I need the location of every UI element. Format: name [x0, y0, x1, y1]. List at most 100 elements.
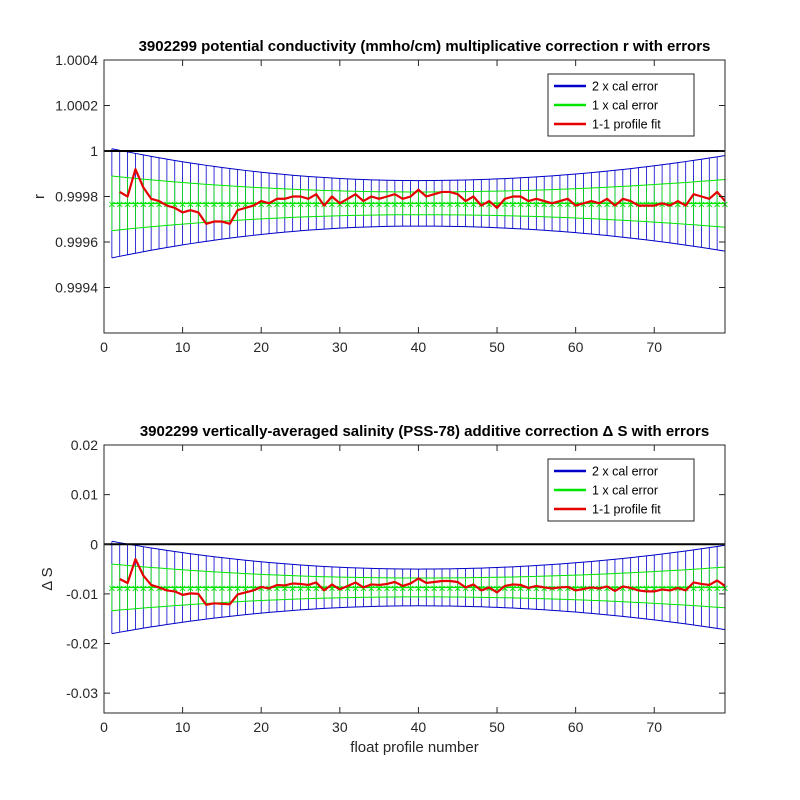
bottom-center-marker: ×	[713, 583, 721, 594]
top-center-marker: ×	[336, 199, 344, 210]
bottom-center-marker: ×	[163, 583, 171, 594]
top-band-1x-upper	[111, 175, 726, 193]
top-y-tick-label: 1	[90, 143, 98, 159]
bottom-center-marker: ×	[194, 583, 202, 594]
bottom-center-marker: ×	[446, 583, 454, 594]
bottom-y-tick-label: 0	[90, 536, 98, 552]
bottom-center-marker: ×	[288, 583, 296, 594]
bottom-center-marker: ×	[202, 583, 210, 594]
top-center-marker: ×	[233, 199, 241, 210]
bottom-center-marker: ×	[399, 583, 407, 594]
bottom-legend-entry-fit-label: 1-1 profile fit	[592, 503, 661, 517]
bottom-center-marker: ×	[650, 583, 658, 594]
top-band-2x-upper	[111, 148, 726, 182]
top-center-marker: ×	[564, 199, 572, 210]
bottom-center-marker: ×	[218, 583, 226, 594]
top-x-tick-label: 10	[175, 339, 191, 355]
bottom-center-marker: ×	[556, 583, 564, 594]
bottom-center-marker: ×	[328, 583, 336, 594]
top-center-marker: ×	[265, 199, 273, 210]
top-center-marker: ×	[399, 199, 407, 210]
bottom-x-axis-label: float profile number	[350, 739, 478, 756]
bottom-center-marker: ×	[296, 583, 304, 594]
top-y-tick-label: 0.9994	[55, 280, 98, 296]
top-center-marker: ×	[446, 199, 454, 210]
top-center-marker: ×	[540, 199, 548, 210]
bottom-band-2x-upper	[111, 540, 726, 570]
bottom-y-tick-label: -0.01	[66, 586, 98, 602]
top-center-marker: ×	[461, 199, 469, 210]
bottom-center-marker: ×	[155, 583, 163, 594]
bottom-chart-title: 3902299 vertically-averaged salinity (PS…	[140, 423, 709, 440]
bottom-center-marker: ×	[304, 583, 312, 594]
bottom-center-marker: ×	[406, 583, 414, 594]
bottom-center-marker: ×	[705, 583, 713, 594]
bottom-center-marker: ×	[619, 583, 627, 594]
top-center-marker: ×	[343, 199, 351, 210]
top-center-marker: ×	[430, 199, 438, 210]
top-profile-fit-line	[119, 168, 726, 225]
bottom-center-marker: ×	[139, 583, 147, 594]
bottom-center-marker: ×	[564, 583, 572, 594]
top-x-tick-label: 40	[411, 339, 427, 355]
top-center-marker: ×	[210, 199, 218, 210]
top-center-marker: ×	[509, 199, 517, 210]
top-center-marker: ×	[501, 199, 509, 210]
top-center-marker: ×	[485, 199, 493, 210]
top-x-tick-label: 0	[100, 339, 108, 355]
bottom-center-marker: ×	[186, 583, 194, 594]
top-center-marker: ×	[367, 199, 375, 210]
bottom-center-marker: ×	[634, 583, 642, 594]
top-center-marker: ×	[383, 199, 391, 210]
top-center-marker: ×	[454, 199, 462, 210]
bottom-center-marker: ×	[210, 583, 218, 594]
top-center-marker: ×	[579, 199, 587, 210]
top-center-marker: ×	[328, 199, 336, 210]
bottom-center-marker: ×	[312, 583, 320, 594]
top-center-marker: ×	[493, 199, 501, 210]
bottom-center-marker: ×	[131, 583, 139, 594]
bottom-center-marker: ×	[485, 583, 493, 594]
bottom-center-marker: ×	[477, 583, 485, 594]
top-band-2x-lower	[111, 225, 726, 259]
bottom-center-marker: ×	[516, 583, 524, 594]
bottom-y-tick-label: -0.02	[66, 636, 98, 652]
top-center-marker: ×	[241, 199, 249, 210]
top-center-marker: ×	[351, 199, 359, 210]
top-legend: 2 x cal error 1 x cal error 1-1 profile fi…	[547, 73, 695, 137]
top-center-marker: ×	[296, 199, 304, 210]
top-center-marker: ×	[257, 199, 265, 210]
top-center-marker: ×	[619, 199, 627, 210]
bottom-x-tick-label: 20	[253, 719, 269, 735]
bottom-center-marker: ×	[375, 583, 383, 594]
top-y-tick-label: 1.0004	[55, 52, 98, 68]
top-center-marker: ×	[603, 199, 611, 210]
top-center-marker: ×	[587, 199, 595, 210]
top-y-tick-label: 0.9996	[55, 234, 98, 250]
top-center-marker: ×	[516, 199, 524, 210]
bottom-center-marker: ×	[611, 583, 619, 594]
bottom-center-marker: ×	[367, 583, 375, 594]
bottom-x-tick-label: 70	[646, 719, 662, 735]
top-center-marker: ×	[108, 199, 116, 210]
bottom-center-marker: ×	[603, 583, 611, 594]
top-center-marker: ×	[312, 199, 320, 210]
top-center-marker: ×	[147, 199, 155, 210]
top-center-marker: ×	[422, 199, 430, 210]
bottom-center-marker: ×	[430, 583, 438, 594]
top-chart-title: 3902299 potential conductivity (mmho/cm)…	[139, 38, 711, 55]
bottom-y-tick-label: 0.02	[71, 437, 98, 453]
top-center-marker: ×	[288, 199, 296, 210]
top-center-marker: ×	[273, 199, 281, 210]
top-center-marker: ×	[391, 199, 399, 210]
top-center-marker: ×	[226, 199, 234, 210]
top-legend-entry-fit-label: 1-1 profile fit	[592, 118, 661, 132]
top-center-marker: ×	[171, 199, 179, 210]
top-center-marker: ×	[595, 199, 603, 210]
bottom-center-marker: ×	[501, 583, 509, 594]
top-center-marker: ×	[626, 199, 634, 210]
bottom-center-marker: ×	[454, 583, 462, 594]
top-center-marker: ×	[658, 199, 666, 210]
bottom-x-tick-label: 30	[332, 719, 348, 735]
